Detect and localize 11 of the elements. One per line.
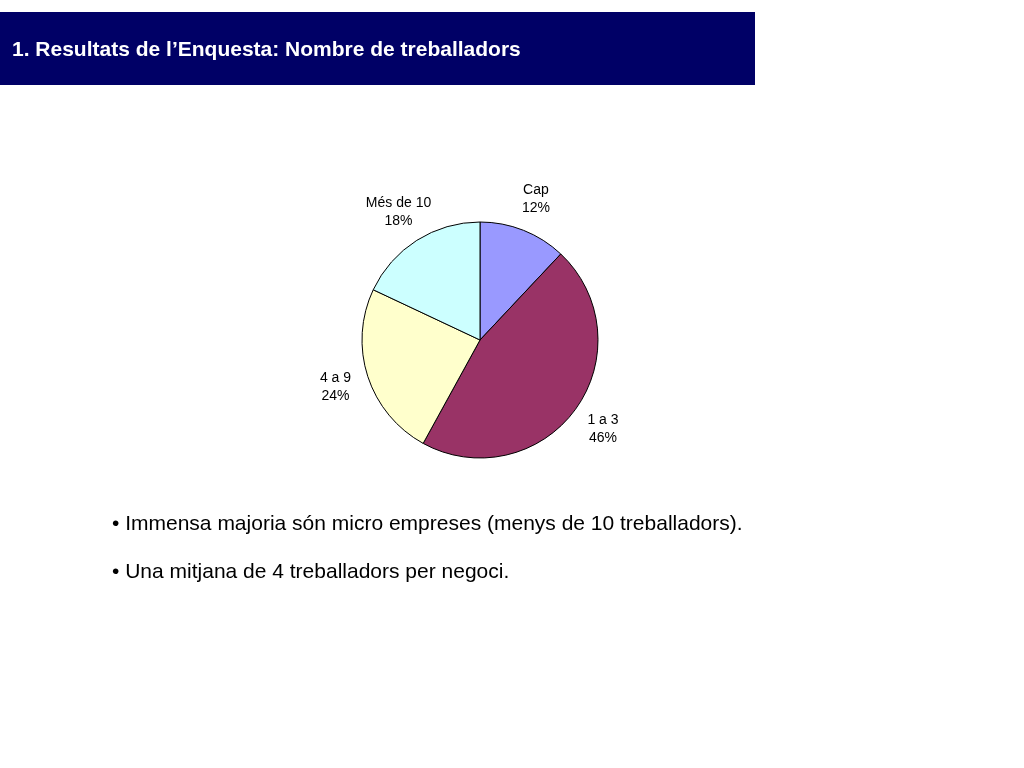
slice-label: 4 a 9 — [319, 368, 352, 385]
text: • Una mitjana de 4 treballadors per negoci. — [112, 558, 511, 584]
chart-title: 1. Resultats de l’Enquesta: Nombre de treballadors — [12, 36, 521, 62]
data-label: 46% — [588, 429, 617, 446]
slice-label: 1 a 3 — [587, 411, 619, 428]
text: • Immensa majoria són micro empreses (menys de 10 treballadors). — [112, 510, 743, 536]
data-label: 24% — [321, 386, 350, 403]
slice-label: Més de 10 — [365, 193, 432, 210]
data-label: 12% — [521, 198, 550, 215]
slice-label: Cap — [523, 180, 550, 197]
data-label: 18% — [384, 211, 413, 228]
